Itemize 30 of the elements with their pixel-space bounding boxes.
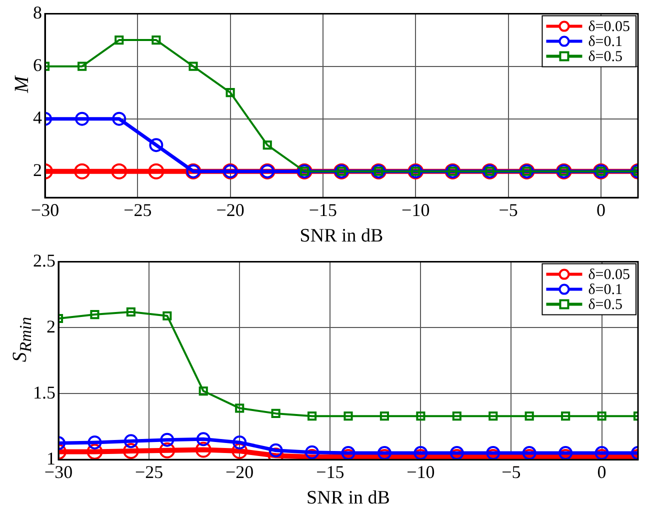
x-tick-label: −15 [316,462,344,482]
x-tick-label: −5 [502,462,521,482]
x-tick-label: −5 [498,200,518,220]
x-tick-label: −10 [406,462,435,482]
x-tick-label: −20 [216,200,244,220]
y-tick-label: 4 [33,108,42,128]
x-tick-label: −15 [308,200,338,220]
x-tick-label: 0 [596,200,606,220]
x-axis-title: SNR in dB [300,226,384,247]
x-tick-label: −25 [124,200,152,220]
legend-label: δ=0.5 [588,49,623,66]
x-axis-title: SNR in dB [306,488,390,509]
x-tick-label: −25 [134,462,164,482]
y-tick-label: 6 [33,55,42,76]
legend-label: δ=0.1 [588,282,623,298]
y-tick-label: 1 [46,448,56,468]
y-tick-label: 2.5 [33,250,56,271]
y-tick-label: 1.5 [33,382,56,402]
x-tick-label: 0 [597,462,606,482]
legend-label: δ=0.05 [588,19,630,36]
y-tick-label: 8 [33,2,42,23]
legend-label: δ=0.1 [588,34,623,50]
y-tick-label: 2 [33,160,42,180]
y-axis-title: M [10,76,34,92]
x-tick-label: −20 [226,462,254,482]
x-tick-label: −10 [402,200,430,220]
x-tick-label: −30 [30,200,60,220]
legend-label: δ=0.5 [588,297,623,314]
legend-label: δ=0.05 [588,267,630,284]
y-tick-label: 2 [46,316,56,336]
